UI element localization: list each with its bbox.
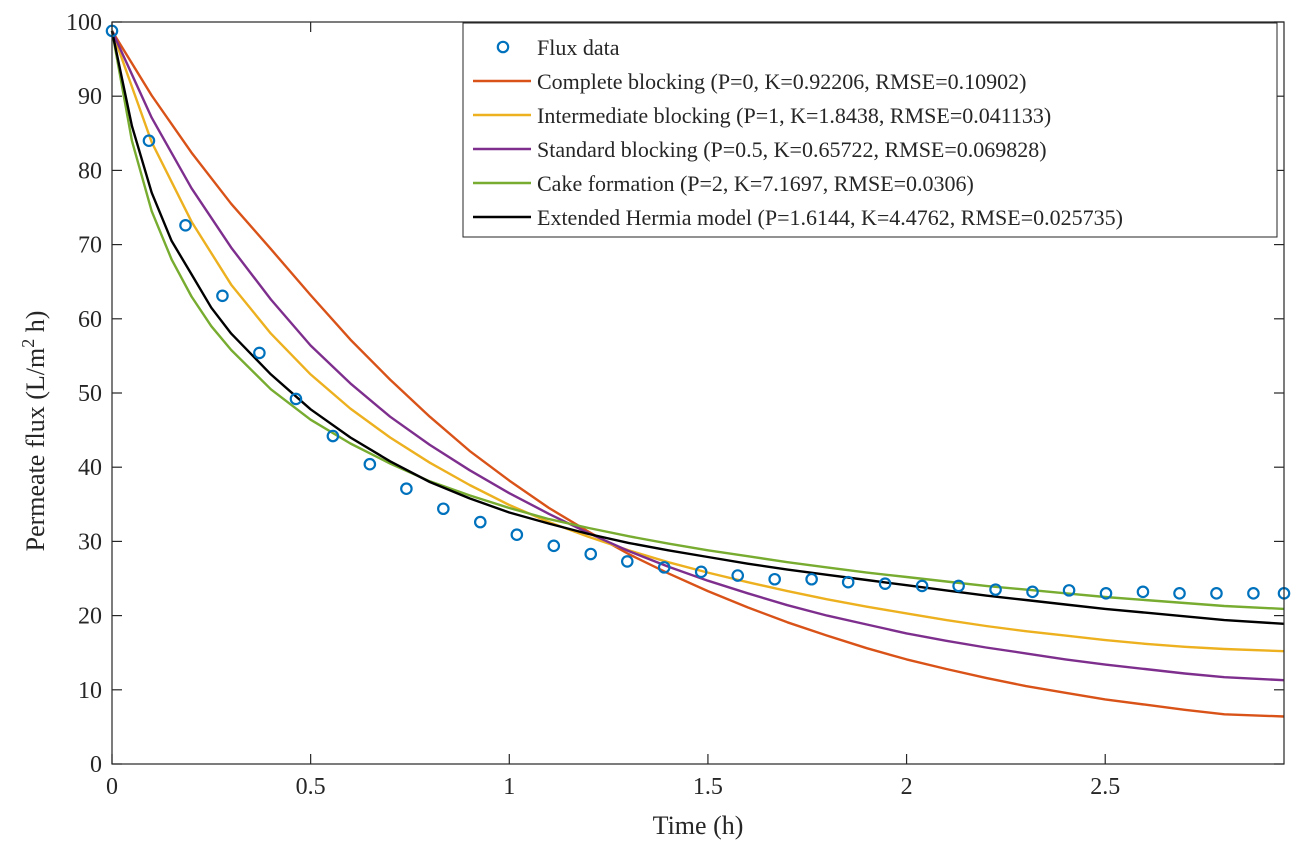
flux-data-point <box>1173 587 1186 600</box>
y-tick-label: 30 <box>78 529 102 555</box>
axes-layer: 0 0.5 1 1.5 2 2.5 0 10 20 30 40 50 60 70 80 90 100 <box>66 10 1285 800</box>
legend-entry-4: Cake formation (P=2, K=7.1697, RMSE=0.03… <box>537 171 974 196</box>
x-tick-label: 1 <box>503 774 515 800</box>
series-layer <box>110 30 1285 718</box>
legend-box <box>462 22 1278 238</box>
flux-data-point <box>1026 585 1039 599</box>
y-axis-label-main: Permeate flux (L/m <box>21 348 50 552</box>
flux-data-point <box>805 572 818 586</box>
flux-data-point <box>1136 585 1150 599</box>
x-tick-label: 0.5 <box>296 774 326 800</box>
y-tick-label: 40 <box>78 455 102 481</box>
y-axis-label-end: h) <box>21 311 50 339</box>
y-tick-label: 100 <box>66 10 102 36</box>
legend-entry-2: Intermediate blocking (P=1, K=1.8438, RM… <box>537 103 1051 128</box>
flux-data-point <box>179 219 192 232</box>
flux-data-point <box>1210 587 1223 600</box>
flux-data-point <box>363 457 377 471</box>
x-tick-label: 0 <box>106 774 118 800</box>
series-line-1 <box>110 30 1285 718</box>
legend-entry-5: Extended Hermia model (P=1.6144, K=4.476… <box>537 205 1123 230</box>
y-tick-label: 80 <box>78 158 102 184</box>
series-line-3 <box>110 30 1285 682</box>
flux-data-point <box>694 565 708 579</box>
flux-data-point <box>289 392 303 406</box>
flux-data-point <box>915 579 929 593</box>
flux-data-point <box>326 429 340 443</box>
flux-data-point <box>620 555 634 568</box>
flux-data-point <box>731 569 745 582</box>
x-tick-label: 2.5 <box>1090 774 1120 800</box>
series-line-4 <box>110 30 1285 611</box>
y-tick-label: 10 <box>78 678 102 704</box>
flux-data-point <box>216 289 229 303</box>
flux-data-point <box>1247 587 1260 600</box>
flux-data-point <box>473 515 487 529</box>
flux-data-point <box>841 575 855 589</box>
legend-entry-1: Complete blocking (P=0, K=0.92206, RMSE=… <box>537 69 1026 94</box>
flux-data-point <box>400 482 413 496</box>
x-axis-label: Time (h) <box>653 811 744 840</box>
flux-data-point <box>253 346 266 360</box>
legend: Flux data Complete blocking (P=0, K=0.922… <box>462 22 1278 238</box>
y-tick-label: 60 <box>78 307 102 333</box>
marker-layer <box>105 24 1291 600</box>
flux-data-point <box>768 572 781 586</box>
flux-data-point <box>878 577 892 590</box>
x-tick-label: 2 <box>901 774 913 800</box>
flux-data-point <box>657 561 671 574</box>
flux-data-point <box>1062 584 1076 597</box>
y-tick-label: 50 <box>78 381 102 407</box>
flux-data-point <box>437 502 450 516</box>
legend-marker-flux-data <box>496 40 510 54</box>
flux-data-point <box>510 528 524 542</box>
series-line-2 <box>110 30 1285 653</box>
y-tick-label: 70 <box>78 233 102 259</box>
flux-data-point <box>547 539 561 553</box>
y-tick-label: 20 <box>78 604 102 630</box>
x-tick-label: 1.5 <box>693 774 723 800</box>
flux-data-point <box>952 579 965 593</box>
y-tick-label: 0 <box>90 752 102 778</box>
flux-data-point <box>142 134 156 148</box>
flux-data-point <box>989 583 1002 596</box>
flux-data-point <box>1099 587 1113 600</box>
y-axis-label-superscript: 2 <box>18 339 38 348</box>
legend-entry-0: Flux data <box>537 35 620 60</box>
series-line-5 <box>110 30 1285 625</box>
flux-data-point <box>584 547 598 561</box>
y-axis-label: Permeate flux (L/m2 h) <box>18 311 50 552</box>
y-tick-label: 90 <box>78 84 102 110</box>
legend-entry-3: Standard blocking (P=0.5, K=0.65722, RMS… <box>537 137 1047 162</box>
